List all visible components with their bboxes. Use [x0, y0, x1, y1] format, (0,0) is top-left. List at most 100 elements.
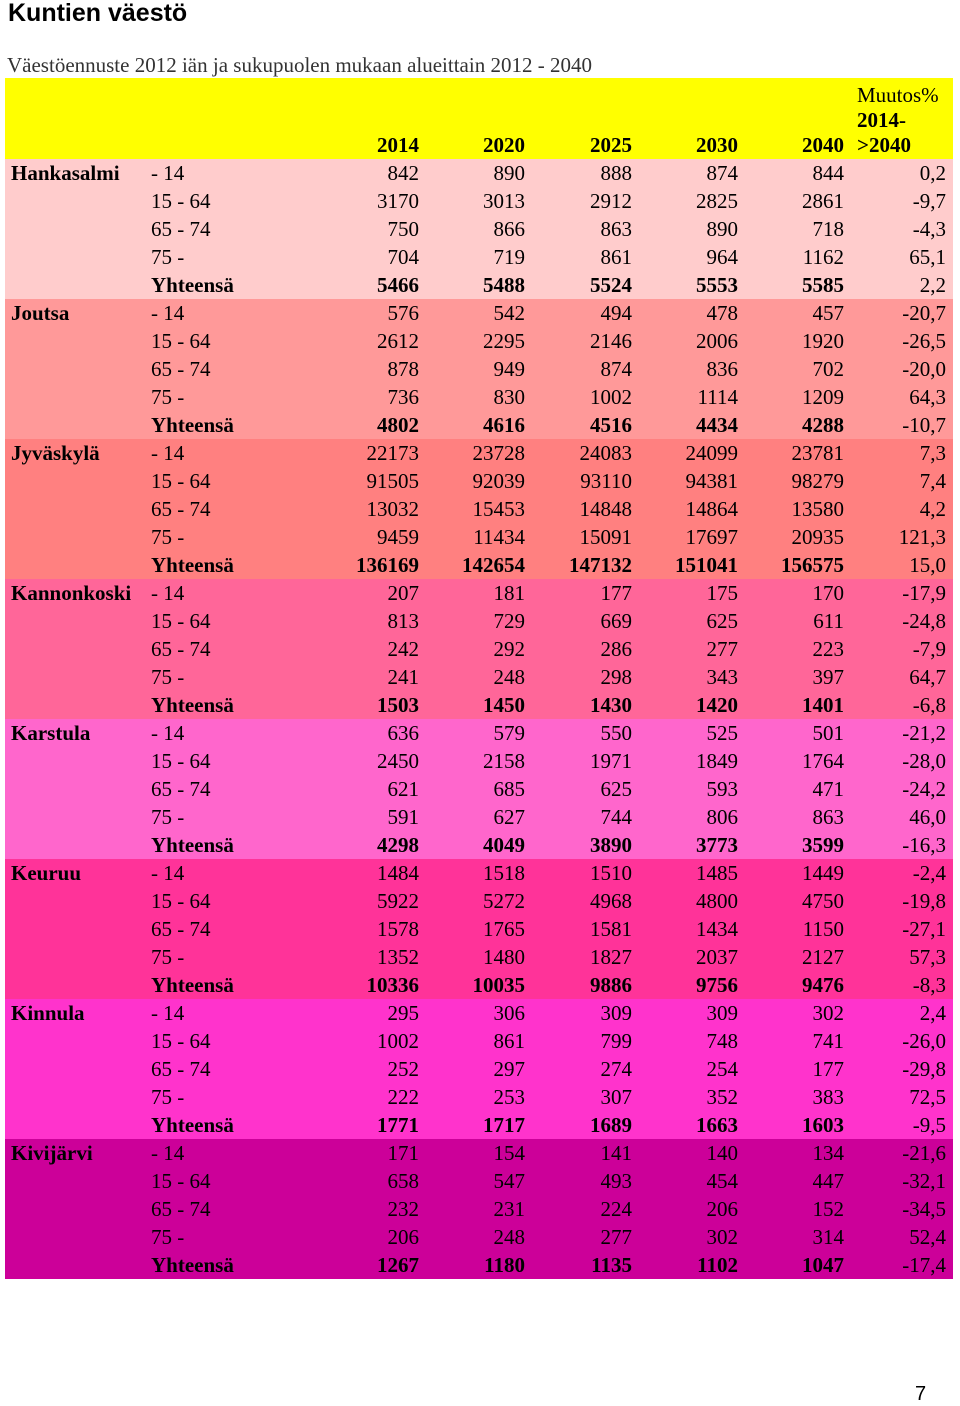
table-row: 15 - 64 813 729 669 625 611 -24,8: [5, 607, 953, 635]
table-row: 75 - 9459 11434 15091 17697 20935 121,3: [5, 523, 953, 551]
change-percent: 4,2: [919, 497, 946, 521]
change-percent: 65,1: [909, 245, 946, 269]
population-value: 24099: [685, 441, 739, 465]
population-value: 1267: [377, 1253, 419, 1277]
region-name: [5, 747, 145, 775]
age-group: Yhteensä: [151, 1253, 234, 1277]
region-name: [5, 691, 145, 719]
header-year: 2040: [802, 133, 844, 157]
population-value: 232: [387, 1197, 420, 1221]
population-value: 309: [706, 1001, 739, 1025]
table-row: Jyväskylä - 14 22173 23728 24083 24099 23781 7,…: [5, 439, 953, 467]
population-value: 704: [387, 245, 420, 269]
population-value: 741: [812, 1029, 845, 1053]
population-value: 1209: [802, 385, 844, 409]
population-value: 5488: [483, 273, 525, 297]
population-value: 888: [600, 161, 633, 185]
population-value: 861: [493, 1029, 526, 1053]
age-group: - 14: [151, 161, 185, 185]
age-group: - 14: [151, 301, 185, 325]
change-percent: -29,8: [902, 1057, 946, 1081]
population-value: 627: [493, 805, 526, 829]
table-row: Keuruu - 14 1484 1518 1510 1485 1449 -2,4: [5, 859, 953, 887]
population-value: 494: [600, 301, 633, 325]
change-percent: 52,4: [909, 1225, 946, 1249]
population-value: 10035: [472, 973, 526, 997]
region-name: [5, 327, 145, 355]
change-percent: -28,0: [902, 749, 946, 773]
population-value: 147132: [569, 553, 632, 577]
change-percent: -6,8: [912, 693, 946, 717]
population-value: 1717: [483, 1113, 525, 1137]
age-group: Yhteensä: [151, 973, 234, 997]
population-value: 20935: [791, 525, 845, 549]
region-name: Kivijärvi: [11, 1141, 93, 1165]
age-group: 65 - 74: [151, 1197, 211, 1221]
table-row: Yhteensä 1267 1180 1135 1102 1047 -17,4: [5, 1251, 953, 1279]
population-value: 4750: [802, 889, 844, 913]
population-value: 874: [600, 357, 633, 381]
region-name: [5, 831, 145, 859]
population-value: 1352: [377, 945, 419, 969]
population-value: 297: [493, 1057, 526, 1081]
age-group: 75 -: [151, 805, 185, 829]
population-value: 1485: [696, 861, 738, 885]
population-value: 1135: [591, 1253, 632, 1277]
population-value: 493: [600, 1169, 633, 1193]
change-percent: 57,3: [909, 945, 946, 969]
population-value: 4288: [802, 413, 844, 437]
population-value: 17697: [685, 525, 739, 549]
population-value: 1581: [590, 917, 632, 941]
region-name: [5, 1083, 145, 1111]
population-value: 5922: [377, 889, 419, 913]
population-value: 24083: [579, 441, 633, 465]
population-value: 454: [706, 1169, 739, 1193]
population-value: 669: [600, 609, 633, 633]
population-value: 593: [706, 777, 739, 801]
header-year: 2020: [483, 133, 525, 157]
population-value: 242: [387, 637, 420, 661]
population-value: 4968: [590, 889, 632, 913]
population-value: 91505: [366, 469, 420, 493]
population-value: 1765: [483, 917, 525, 941]
population-value: 286: [600, 637, 633, 661]
population-value: 1162: [802, 245, 844, 269]
age-group: - 14: [151, 721, 185, 745]
population-value: 2912: [590, 189, 632, 213]
population-value: 14848: [579, 497, 633, 521]
table-row: Yhteensä 136169 142654 147132 151041 156575 15…: [5, 551, 953, 579]
population-value: 151041: [675, 553, 738, 577]
population-value: 1102: [697, 1253, 738, 1277]
population-value: 4800: [696, 889, 738, 913]
table-row: Joutsa - 14 576 542 494 478 457 -20,7: [5, 299, 953, 327]
population-value: 736: [387, 385, 420, 409]
population-value: 863: [812, 805, 845, 829]
population-value: 175: [706, 581, 739, 605]
population-value: 343: [706, 665, 739, 689]
population-value: 206: [706, 1197, 739, 1221]
table-row: Yhteensä 4298 4049 3890 3773 3599 -16,3: [5, 831, 953, 859]
population-value: 1920: [802, 329, 844, 353]
population-value: 729: [493, 609, 526, 633]
header-change: Muutos% 2014- >2040: [851, 78, 953, 159]
header-row: 2014 2020 2025 2030 2040 Muutos% 2014- >…: [5, 78, 953, 159]
population-value: 170: [812, 581, 845, 605]
age-group: 15 - 64: [151, 609, 211, 633]
table-row: Karstula - 14 636 579 550 525 501 -21,2: [5, 719, 953, 747]
table-row: Yhteensä 1771 1717 1689 1663 1603 -9,5: [5, 1111, 953, 1139]
change-percent: -20,0: [902, 357, 946, 381]
table-subtitle: Väestöennuste 2012 iän ja sukupuolen muk…: [7, 53, 592, 77]
population-value: 1849: [696, 749, 738, 773]
change-percent: -4,3: [912, 217, 946, 241]
population-value: 11434: [473, 525, 525, 549]
population-value: 181: [493, 581, 526, 605]
population-value: 1114: [697, 385, 738, 409]
population-value: 94381: [685, 469, 739, 493]
age-group: 15 - 64: [151, 749, 211, 773]
region-name: [5, 243, 145, 271]
age-group: Yhteensä: [151, 553, 234, 577]
population-value: 836: [706, 357, 739, 381]
region-name: [5, 1223, 145, 1251]
population-value: 224: [600, 1197, 633, 1221]
population-value: 92039: [472, 469, 526, 493]
